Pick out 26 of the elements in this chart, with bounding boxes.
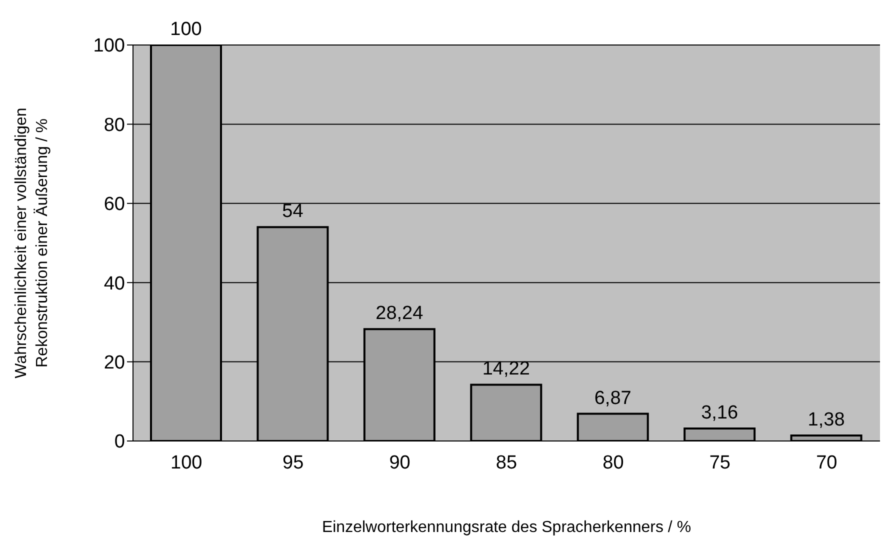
- bar: [790, 434, 862, 441]
- data-label: 1,38: [808, 410, 845, 431]
- x-tick-label: 95: [282, 452, 304, 474]
- data-label: 54: [282, 201, 304, 222]
- x-tick-label: 90: [389, 452, 410, 474]
- y-tick-label: 100: [93, 36, 125, 57]
- data-label: 6,87: [594, 388, 632, 409]
- x-tick-label: 70: [816, 452, 838, 474]
- bar: [684, 427, 756, 441]
- y-tick-label: 0: [114, 432, 125, 453]
- x-tick-label: 85: [496, 452, 518, 474]
- x-tick-label: 80: [602, 452, 624, 474]
- x-tick-label: 100: [170, 452, 202, 474]
- y-tick-label: 20: [104, 352, 125, 374]
- data-label: 3,16: [701, 402, 738, 424]
- y-axis-title: Wahrscheinlichkeit einer vollständigen Rekonstruktion einer Äußerung / %: [13, 108, 51, 378]
- x-tick-label: 75: [709, 452, 730, 474]
- bar: [470, 384, 542, 441]
- data-label: 28,24: [376, 303, 424, 324]
- bar: [576, 412, 649, 441]
- data-label: 100: [170, 19, 202, 40]
- data-label: 14,22: [482, 358, 530, 380]
- y-tick-label: 60: [104, 194, 125, 216]
- y-tick-label: 80: [104, 114, 125, 136]
- y-tick-label: 40: [104, 273, 125, 294]
- x-axis-title: Einzelworterkennungsrate des Spracherkenners / %: [322, 519, 692, 536]
